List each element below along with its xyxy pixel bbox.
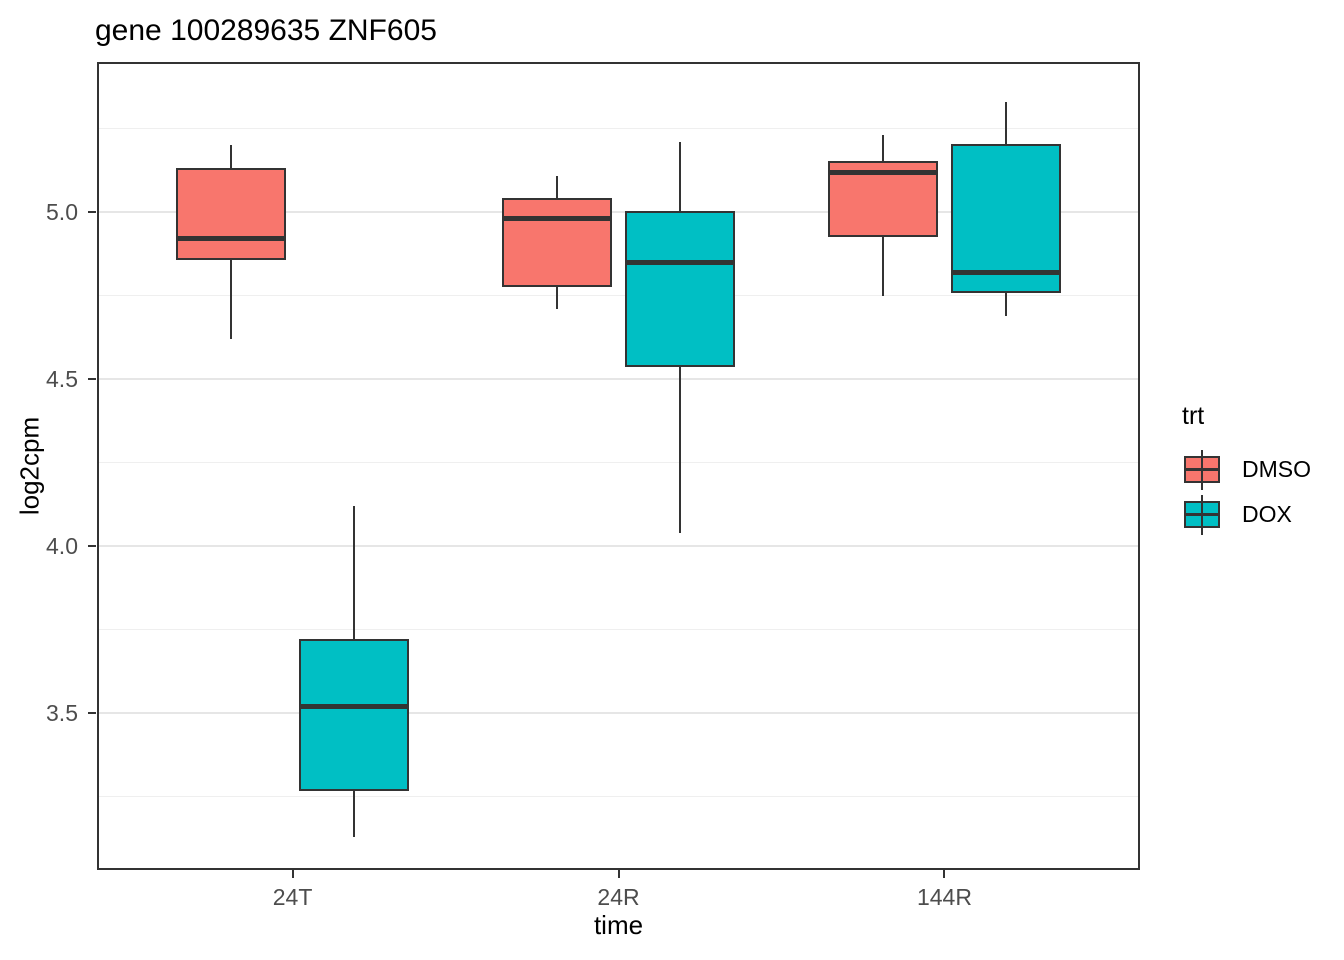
legend-entry-DMSO: DMSO <box>1182 447 1311 492</box>
plot-panel <box>97 62 1140 870</box>
boxplot-144R-DOX-box <box>950 144 1061 294</box>
legend-key-DMSO <box>1182 448 1224 492</box>
boxplot-144R-DOX-median <box>950 269 1061 275</box>
gridline-major <box>97 378 1140 381</box>
legend-key-DOX <box>1182 493 1224 537</box>
legend-entry-DOX: DOX <box>1182 492 1311 537</box>
gridline-minor <box>97 128 1140 130</box>
y-axis-title: log2cpm <box>14 416 45 516</box>
legend-title: trt <box>1182 402 1205 430</box>
gridline-minor <box>97 295 1140 297</box>
x-tick-label: 24T <box>272 884 313 910</box>
y-tick-mark <box>88 378 96 381</box>
boxplot-24R-DMSO-box <box>502 197 613 287</box>
legend: trt DMSO DOX <box>1182 402 1311 537</box>
boxplot-24R-DOX-box <box>624 211 735 367</box>
boxplot-24T-DMSO-median <box>176 236 287 242</box>
x-tick-label: 24R <box>597 884 640 910</box>
legend-label: DMSO <box>1242 456 1311 482</box>
gridline-minor <box>97 796 1140 798</box>
gridline-major <box>97 712 1140 715</box>
y-tick-mark <box>88 211 96 214</box>
legend-entries: DMSO DOX <box>1182 447 1311 537</box>
y-tick-label: 5.0 <box>46 199 78 226</box>
x-tick-label: 144R <box>916 884 972 910</box>
boxplot-144R-DMSO-median <box>828 169 939 175</box>
boxplot-24T-DMSO-box <box>176 167 287 260</box>
x-tick-mark <box>943 870 946 878</box>
gridline-major <box>97 545 1140 548</box>
x-axis-title: time <box>593 910 644 940</box>
gridline-major <box>97 211 1140 214</box>
boxplot-24T-DOX-box <box>298 638 409 791</box>
legend-label: DOX <box>1242 501 1292 527</box>
plot-title: gene 100289635 ZNF605 <box>95 14 437 47</box>
x-tick-mark <box>291 870 294 878</box>
y-tick-label: 3.5 <box>46 700 78 727</box>
gridline-minor <box>97 629 1140 631</box>
boxplot-24R-DMSO-median <box>502 216 613 222</box>
legend-key-whisker <box>1201 494 1203 535</box>
y-tick-label: 4.0 <box>46 533 78 560</box>
y-tick-mark <box>88 545 96 548</box>
y-tick-label: 4.5 <box>46 366 78 393</box>
gridline-minor <box>97 462 1140 464</box>
legend-key-whisker <box>1201 449 1203 490</box>
boxplot-24R-DOX-median <box>624 259 735 265</box>
boxplot-24T-DOX-median <box>298 703 409 709</box>
x-tick-mark <box>617 870 620 878</box>
y-tick-mark <box>88 712 96 715</box>
